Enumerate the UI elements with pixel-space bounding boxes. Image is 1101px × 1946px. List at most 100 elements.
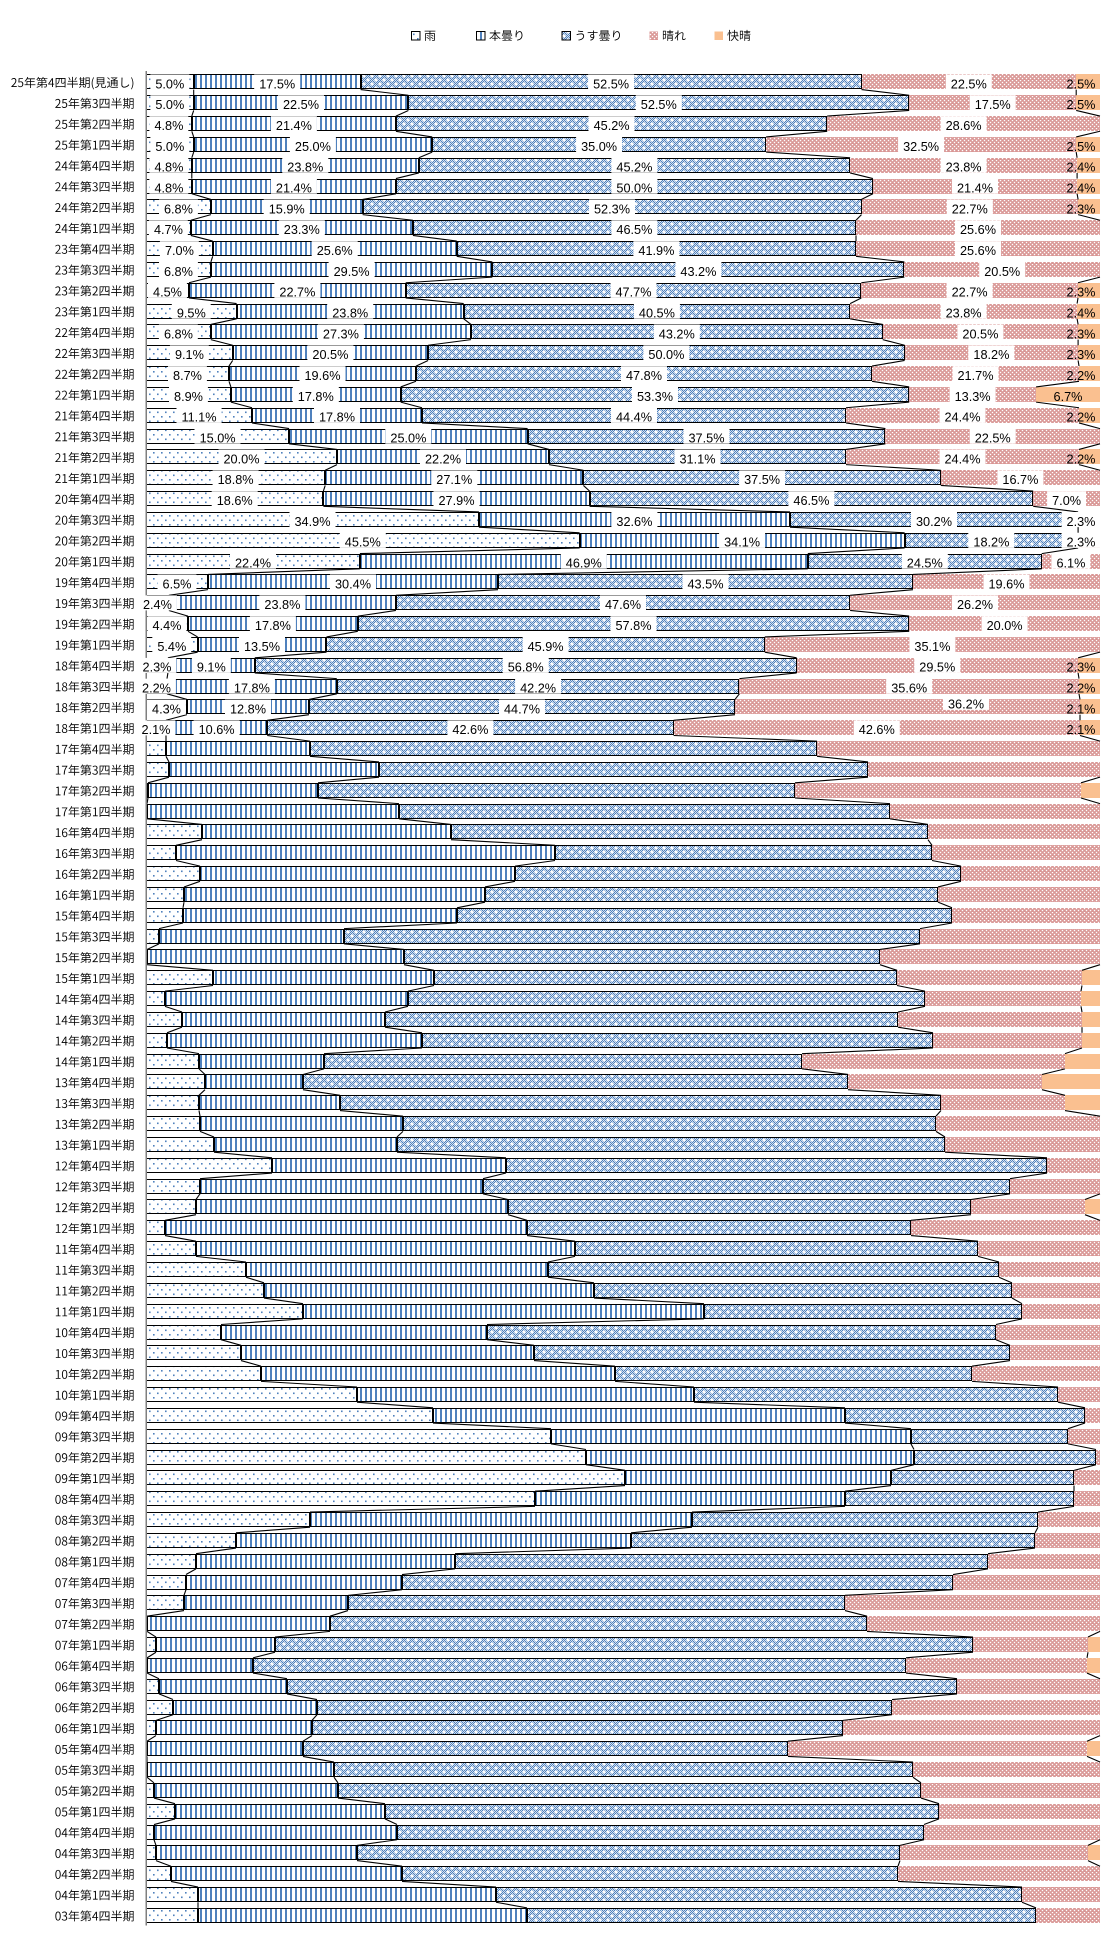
svg-text:6.1%: 6.1%	[1056, 557, 1085, 571]
svg-text:26.2%: 26.2%	[957, 598, 993, 612]
svg-text:17.8%: 17.8%	[234, 682, 270, 696]
svg-text:25.0%: 25.0%	[295, 140, 331, 154]
svg-text:16.7%: 16.7%	[1002, 473, 1038, 487]
svg-text:2.2%: 2.2%	[1067, 369, 1096, 383]
svg-text:24.4%: 24.4%	[945, 411, 981, 425]
svg-text:25.6%: 25.6%	[960, 223, 996, 237]
svg-text:35.1%: 35.1%	[914, 640, 950, 654]
svg-text:2.5%: 2.5%	[1067, 140, 1096, 154]
svg-text:36.2%: 36.2%	[948, 698, 984, 712]
svg-text:24.4%: 24.4%	[945, 452, 981, 466]
svg-text:27.1%: 27.1%	[436, 473, 472, 487]
svg-text:20.5%: 20.5%	[962, 327, 998, 341]
svg-text:23.8%: 23.8%	[946, 306, 982, 320]
svg-text:4.8%: 4.8%	[154, 161, 183, 175]
svg-text:34.9%: 34.9%	[295, 515, 331, 529]
svg-text:19.6%: 19.6%	[989, 577, 1025, 591]
svg-text:18.6%: 18.6%	[217, 494, 253, 508]
svg-text:23.3%: 23.3%	[284, 223, 320, 237]
svg-text:57.8%: 57.8%	[616, 619, 652, 633]
svg-text:18.2%: 18.2%	[973, 348, 1009, 362]
svg-text:6.5%: 6.5%	[163, 577, 192, 591]
svg-text:47.6%: 47.6%	[605, 598, 641, 612]
svg-text:2.2%: 2.2%	[1067, 452, 1096, 466]
svg-text:9.1%: 9.1%	[197, 661, 226, 675]
svg-text:2.3%: 2.3%	[1067, 327, 1096, 341]
svg-text:4.3%: 4.3%	[152, 702, 181, 716]
svg-text:37.5%: 37.5%	[689, 432, 725, 446]
svg-text:45.9%: 45.9%	[528, 640, 564, 654]
svg-text:46.9%: 46.9%	[566, 557, 602, 571]
svg-text:37.5%: 37.5%	[744, 473, 780, 487]
svg-text:6.7%: 6.7%	[1054, 390, 1083, 404]
svg-text:17.8%: 17.8%	[298, 390, 334, 404]
svg-text:52.5%: 52.5%	[593, 77, 629, 91]
svg-text:44.7%: 44.7%	[504, 702, 540, 716]
svg-text:5.4%: 5.4%	[157, 640, 186, 654]
svg-text:18.8%: 18.8%	[218, 473, 254, 487]
svg-text:35.0%: 35.0%	[581, 140, 617, 154]
svg-text:23.8%: 23.8%	[287, 161, 323, 175]
svg-text:4.8%: 4.8%	[154, 119, 183, 133]
svg-text:21.4%: 21.4%	[276, 119, 312, 133]
svg-text:20.5%: 20.5%	[312, 348, 348, 362]
svg-text:29.5%: 29.5%	[334, 265, 370, 279]
svg-text:21.7%: 21.7%	[958, 369, 994, 383]
svg-text:22.4%: 22.4%	[235, 557, 271, 571]
svg-text:46.5%: 46.5%	[616, 223, 652, 237]
svg-text:13.5%: 13.5%	[244, 640, 280, 654]
svg-text:17.5%: 17.5%	[975, 98, 1011, 112]
svg-text:28.6%: 28.6%	[946, 119, 982, 133]
svg-text:53.3%: 53.3%	[637, 390, 673, 404]
svg-text:23.8%: 23.8%	[264, 598, 300, 612]
svg-text:9.1%: 9.1%	[175, 348, 204, 362]
svg-text:20.0%: 20.0%	[224, 452, 260, 466]
svg-text:9.5%: 9.5%	[177, 306, 206, 320]
svg-text:11.1%: 11.1%	[181, 411, 216, 425]
svg-text:2.3%: 2.3%	[1067, 348, 1096, 362]
svg-text:2.4%: 2.4%	[1067, 181, 1096, 195]
svg-text:2.2%: 2.2%	[1067, 411, 1096, 425]
svg-text:21.4%: 21.4%	[957, 181, 993, 195]
svg-text:2.4%: 2.4%	[1067, 161, 1096, 175]
svg-text:25.6%: 25.6%	[317, 244, 353, 258]
svg-text:2.3%: 2.3%	[1067, 286, 1096, 300]
svg-text:22.7%: 22.7%	[952, 202, 988, 216]
svg-text:22.5%: 22.5%	[975, 432, 1011, 446]
svg-text:17.8%: 17.8%	[255, 619, 291, 633]
svg-text:6.8%: 6.8%	[164, 327, 193, 341]
svg-text:20.5%: 20.5%	[984, 265, 1020, 279]
svg-text:2.1%: 2.1%	[1067, 702, 1096, 716]
svg-text:2.3%: 2.3%	[143, 661, 172, 675]
svg-text:2.5%: 2.5%	[1067, 77, 1096, 91]
svg-text:45.2%: 45.2%	[594, 119, 630, 133]
svg-text:30.2%: 30.2%	[916, 515, 952, 529]
svg-text:46.5%: 46.5%	[793, 494, 829, 508]
svg-text:18.2%: 18.2%	[973, 536, 1009, 550]
svg-text:6.8%: 6.8%	[164, 265, 193, 279]
svg-text:50.0%: 50.0%	[616, 181, 652, 195]
svg-text:47.7%: 47.7%	[616, 286, 652, 300]
svg-text:22.7%: 22.7%	[952, 286, 988, 300]
svg-text:50.0%: 50.0%	[648, 348, 684, 362]
svg-text:31.1%: 31.1%	[680, 452, 716, 466]
svg-text:41.9%: 41.9%	[638, 244, 674, 258]
svg-text:2.2%: 2.2%	[142, 682, 171, 696]
svg-text:8.7%: 8.7%	[173, 369, 202, 383]
svg-text:5.0%: 5.0%	[155, 77, 184, 91]
svg-text:35.6%: 35.6%	[891, 682, 927, 696]
svg-text:34.1%: 34.1%	[724, 536, 760, 550]
svg-text:4.5%: 4.5%	[153, 286, 182, 300]
svg-text:23.8%: 23.8%	[332, 306, 368, 320]
svg-text:22.5%: 22.5%	[951, 77, 987, 91]
svg-text:2.3%: 2.3%	[1067, 661, 1096, 675]
svg-text:19.6%: 19.6%	[305, 369, 341, 383]
svg-text:25.6%: 25.6%	[960, 244, 996, 258]
svg-text:20.0%: 20.0%	[987, 619, 1023, 633]
svg-text:2.4%: 2.4%	[143, 598, 172, 612]
svg-text:5.0%: 5.0%	[155, 98, 184, 112]
svg-text:2.3%: 2.3%	[1067, 515, 1096, 529]
svg-text:52.3%: 52.3%	[594, 202, 630, 216]
svg-text:6.8%: 6.8%	[164, 202, 193, 216]
svg-text:43.2%: 43.2%	[659, 327, 695, 341]
